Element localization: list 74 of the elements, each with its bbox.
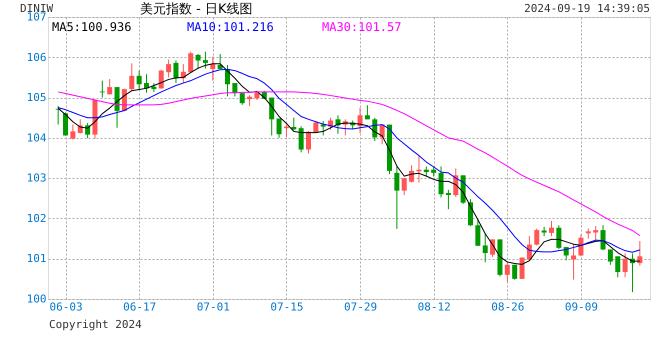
- candlestick: [218, 54, 223, 70]
- candlestick: [622, 252, 628, 278]
- x-tick-label: 07-29: [344, 300, 378, 314]
- chart-title: 美元指数 - 日K线图: [140, 1, 252, 17]
- candlestick: [571, 244, 576, 280]
- y-tick-label: 101: [26, 252, 46, 266]
- candlestick: [298, 126, 304, 153]
- y-tick-label: 103: [26, 172, 46, 185]
- candlestick: [232, 82, 238, 97]
- text: MA5:100.936: [52, 20, 132, 34]
- candlestick: [438, 166, 444, 198]
- x-tick-label: 07-15: [270, 300, 304, 314]
- candlestick: [107, 78, 112, 95]
- candlestick: [284, 124, 289, 138]
- candlestick: [593, 226, 598, 241]
- y-tick-label: 100: [26, 292, 46, 306]
- candlestick: [409, 164, 414, 184]
- y-tick-label: 102: [26, 212, 46, 225]
- candlestick: [70, 124, 76, 140]
- candlestick: [291, 117, 296, 131]
- candlestick: [475, 218, 480, 246]
- candlestick: [608, 248, 613, 266]
- candlestick: [542, 226, 547, 237]
- candlestick: [136, 70, 142, 90]
- candlestick: [144, 74, 150, 94]
- candlestick: [394, 166, 400, 230]
- candlestick: [520, 257, 525, 280]
- y-tick-label: 107: [26, 10, 46, 24]
- text: Copyright 2024: [49, 318, 142, 331]
- candlestick: [512, 264, 518, 280]
- candlestick: [100, 80, 105, 98]
- candlestick: [600, 224, 606, 251]
- text: MA10:101.216: [187, 20, 274, 34]
- candlestick: [114, 86, 120, 128]
- candlestick: [158, 69, 164, 90]
- candlestick: [254, 90, 260, 100]
- candlestick: [416, 155, 422, 184]
- candlestick: [504, 262, 510, 282]
- text: 2024-09-19 14:39:05: [524, 2, 650, 15]
- candlestick: [188, 51, 194, 74]
- candlestick: [320, 120, 326, 136]
- candlestick: [364, 104, 370, 120]
- x-tick-label: 06-03: [49, 300, 83, 314]
- candlestick: [173, 60, 178, 84]
- y-tick-label: 106: [26, 50, 46, 64]
- candlestick: [269, 97, 274, 136]
- candlestick: [615, 256, 620, 278]
- candlestick: [578, 234, 584, 257]
- candlestick: [166, 59, 172, 78]
- x-tick-label: 09-09: [564, 300, 598, 314]
- candlestick: [276, 118, 282, 138]
- candlestick: [202, 51, 208, 70]
- candlestick: [129, 62, 134, 92]
- candlestick: [446, 189, 451, 210]
- candlestick: [586, 228, 591, 240]
- x-tick-label: 08-12: [418, 300, 451, 314]
- candlestick: [63, 112, 68, 136]
- candlestick: [196, 54, 201, 70]
- candlestick: [482, 232, 488, 263]
- y-tick-label: 104: [26, 131, 47, 144]
- candlestick: [556, 224, 562, 250]
- text: MA30:101.57: [322, 20, 402, 34]
- candlestick: [210, 56, 216, 82]
- candlestick: [548, 220, 554, 237]
- candlestick: [240, 92, 245, 106]
- candlestick: [402, 178, 407, 196]
- candlestick: [306, 130, 311, 154]
- y-tick-label: 105: [26, 91, 46, 104]
- x-tick-label: 07-01: [196, 300, 230, 314]
- candlestick: [534, 228, 540, 246]
- candlestick: [431, 166, 436, 178]
- candlestick: [424, 166, 429, 178]
- x-tick-label: 06-17: [123, 300, 156, 314]
- x-tick-label: 08-26: [491, 300, 524, 314]
